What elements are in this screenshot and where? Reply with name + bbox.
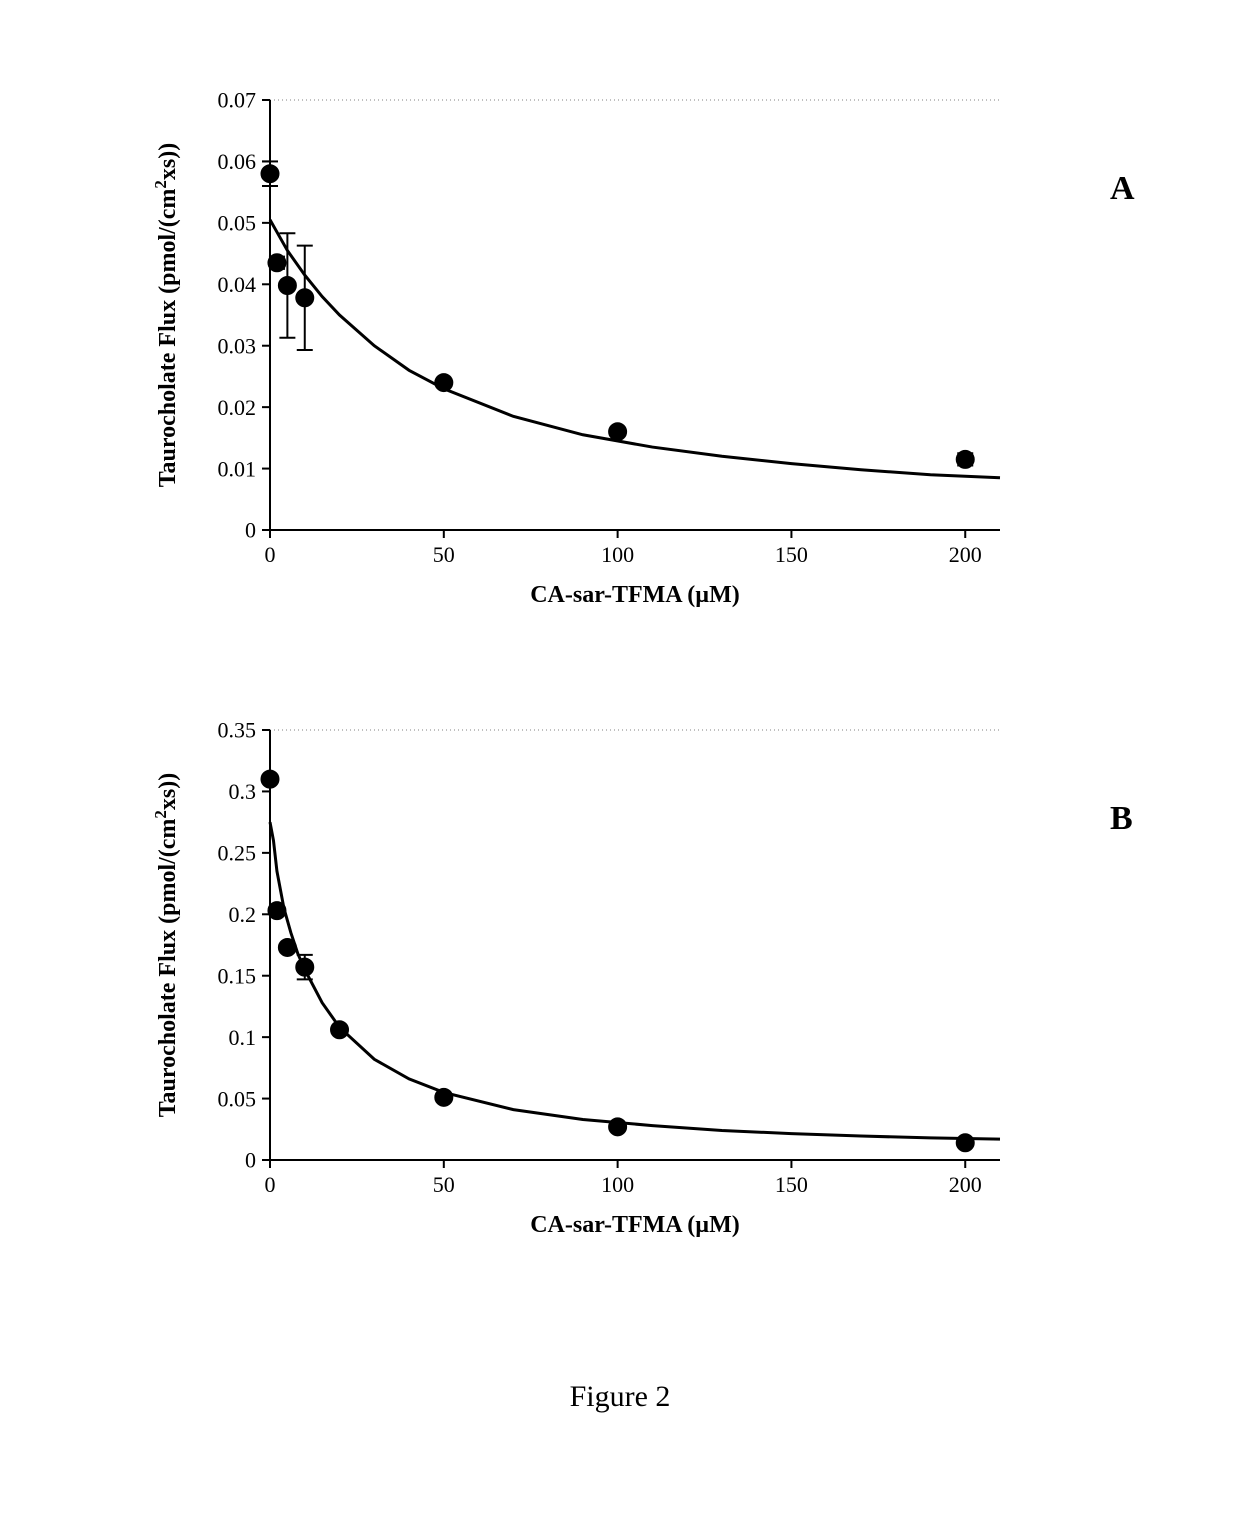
svg-text:0: 0 [245, 1148, 256, 1173]
figure-page: 0 50 100 150 200 0 0.01 0.02 0.03 0.04 0.05 0.06 0.0… [0, 0, 1240, 1525]
svg-text:0.3: 0.3 [229, 779, 257, 804]
panel-b: 0 50 100 150 200 0 0.05 0.1 0.15 0.2 0.25 0.3 0.35 CA… [140, 720, 1100, 1260]
svg-text:0.25: 0.25 [218, 841, 257, 866]
svg-text:0.04: 0.04 [218, 272, 257, 297]
svg-text:150: 150 [775, 542, 808, 567]
svg-text:0.06: 0.06 [218, 149, 257, 174]
panel-a: 0 50 100 150 200 0 0.01 0.02 0.03 0.04 0.05 0.06 0.0… [140, 90, 1100, 630]
svg-text:0.01: 0.01 [218, 456, 257, 481]
svg-text:0: 0 [245, 518, 256, 543]
svg-text:100: 100 [601, 1172, 634, 1197]
svg-text:0.1: 0.1 [229, 1025, 257, 1050]
panel-b-chart: 0 50 100 150 200 0 0.05 0.1 0.15 0.2 0.25 0.3 0.35 CA… [140, 720, 1100, 1260]
svg-text:Taurocholate Flux (pmol/(cm2xs: Taurocholate Flux (pmol/(cm2xs)) [151, 143, 182, 488]
svg-text:200: 200 [949, 1172, 982, 1197]
svg-text:200: 200 [949, 542, 982, 567]
svg-text:0.02: 0.02 [218, 395, 257, 420]
svg-text:Taurocholate Flux (pmol/(cm2xs: Taurocholate Flux (pmol/(cm2xs)) [151, 773, 182, 1118]
svg-text:0.2: 0.2 [229, 902, 257, 927]
figure-caption: Figure 2 [0, 1380, 1240, 1414]
svg-text:50: 50 [433, 542, 455, 567]
svg-text:150: 150 [775, 1172, 808, 1197]
svg-text:0.07: 0.07 [218, 90, 257, 113]
svg-text:0.35: 0.35 [218, 720, 257, 743]
svg-text:CA-sar-TFMA (µM): CA-sar-TFMA (µM) [530, 1212, 740, 1238]
svg-text:CA-sar-TFMA (µM): CA-sar-TFMA (µM) [530, 582, 740, 608]
svg-text:0: 0 [265, 1172, 276, 1197]
svg-text:100: 100 [601, 542, 634, 567]
svg-text:0: 0 [265, 542, 276, 567]
svg-text:0.05: 0.05 [218, 211, 257, 236]
panel-b-label: B [1110, 800, 1133, 838]
panel-a-chart: 0 50 100 150 200 0 0.01 0.02 0.03 0.04 0.05 0.06 0.0… [140, 90, 1100, 630]
svg-text:50: 50 [433, 1172, 455, 1197]
svg-text:0.15: 0.15 [218, 963, 257, 988]
svg-text:0.05: 0.05 [218, 1086, 257, 1111]
panel-a-label: A [1110, 170, 1135, 208]
svg-text:0.03: 0.03 [218, 333, 257, 358]
